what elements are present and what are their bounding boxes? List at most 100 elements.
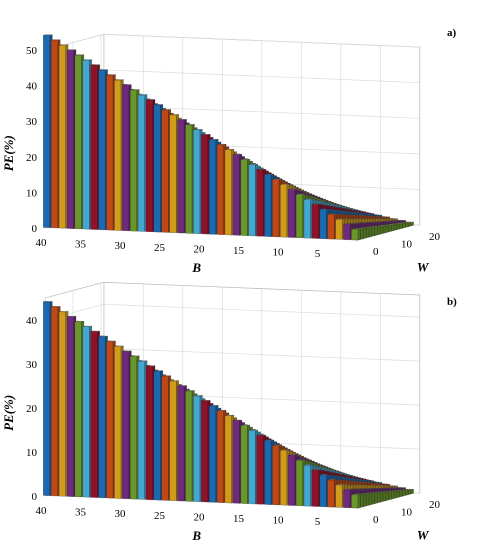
bar-side xyxy=(391,491,395,500)
bar-top xyxy=(288,188,298,190)
bar-side xyxy=(388,224,392,233)
bar-top xyxy=(122,84,132,86)
bar xyxy=(177,118,187,234)
bar-front xyxy=(256,169,264,237)
bar-front xyxy=(264,174,272,237)
bar-front xyxy=(66,49,74,229)
panel-a-bars xyxy=(43,34,414,241)
panel-a-z-axis-label: PE(%) xyxy=(1,135,16,171)
bar xyxy=(137,94,148,232)
z-tick-label: 40 xyxy=(26,81,38,93)
bar xyxy=(224,148,235,236)
bar-top xyxy=(82,59,92,61)
bar xyxy=(295,193,306,239)
bar xyxy=(216,143,227,235)
bar xyxy=(201,133,211,235)
z-tick-label: 20 xyxy=(26,152,38,164)
bar-top xyxy=(59,44,69,46)
z-tick-label: 30 xyxy=(26,116,38,128)
bar xyxy=(248,163,258,237)
bar-front xyxy=(295,194,303,239)
z-tick-label: 50 xyxy=(26,45,38,57)
bar-side xyxy=(383,225,386,234)
bar xyxy=(185,123,195,234)
bar-front xyxy=(193,129,201,234)
bar-side xyxy=(388,491,392,501)
bar-front xyxy=(240,159,248,236)
b-tick-label: 25 xyxy=(154,242,166,254)
b-tick-label: 30 xyxy=(115,240,127,252)
bar xyxy=(335,218,345,240)
bar-front xyxy=(248,164,256,237)
bar-front xyxy=(311,204,319,239)
b-tick-label: 15 xyxy=(233,245,245,257)
bar-front xyxy=(327,214,335,240)
bar-side xyxy=(363,228,367,239)
bar-top xyxy=(130,89,140,91)
bar xyxy=(130,89,140,232)
z-tick-label: 0 xyxy=(32,223,38,235)
bar-top xyxy=(351,228,361,230)
bar xyxy=(74,54,85,230)
bar xyxy=(58,44,69,229)
bar-front xyxy=(288,189,295,238)
bar-front xyxy=(351,229,359,241)
bar-top xyxy=(256,168,266,170)
bar-top xyxy=(66,49,77,51)
bar-front xyxy=(201,134,209,235)
bar-side xyxy=(402,223,406,229)
bar xyxy=(343,223,353,241)
bar-front xyxy=(58,44,66,229)
bar-side xyxy=(360,228,364,240)
bar-front xyxy=(82,59,90,230)
bar xyxy=(43,34,53,228)
bar-front xyxy=(153,104,161,233)
bar xyxy=(193,128,203,234)
bar-front xyxy=(122,84,130,232)
bar xyxy=(122,84,132,232)
bar xyxy=(327,213,337,240)
bar xyxy=(240,158,250,236)
bar-front xyxy=(303,199,311,239)
bar-side xyxy=(397,490,400,498)
bar-front xyxy=(74,54,82,230)
bar xyxy=(319,208,329,240)
bar-side xyxy=(397,223,400,230)
bar-top xyxy=(217,143,227,146)
bar-front xyxy=(98,69,106,231)
bar-top xyxy=(90,64,100,66)
bar xyxy=(288,188,298,238)
bar-side xyxy=(405,222,409,228)
bar xyxy=(51,39,61,229)
panel-a-w-axis-label: W xyxy=(417,260,430,275)
bar-front xyxy=(137,94,145,232)
bar-front xyxy=(114,79,122,231)
bar-side xyxy=(385,491,389,501)
w-tick-label: 20 xyxy=(429,231,441,243)
panel-a-label: a) xyxy=(447,27,457,39)
bar xyxy=(114,79,124,231)
bar-front xyxy=(216,144,224,235)
bar-side xyxy=(385,225,389,233)
b-tick-label: 20 xyxy=(194,243,206,255)
bar xyxy=(82,59,92,230)
bar xyxy=(280,183,290,238)
bar-side xyxy=(366,227,369,239)
bar-front xyxy=(343,224,351,241)
bar-side xyxy=(402,489,406,497)
b-tick-label: 35 xyxy=(75,239,87,251)
bar-front xyxy=(185,124,193,234)
bar xyxy=(90,64,100,230)
bar-side xyxy=(380,225,383,235)
bar xyxy=(351,228,361,241)
bar-front xyxy=(130,89,137,232)
z-tick-label: 10 xyxy=(26,187,38,199)
bar-top xyxy=(224,148,235,151)
bar xyxy=(272,178,282,238)
bar xyxy=(98,69,108,231)
bar-side xyxy=(371,226,375,237)
bar-front xyxy=(272,179,280,238)
